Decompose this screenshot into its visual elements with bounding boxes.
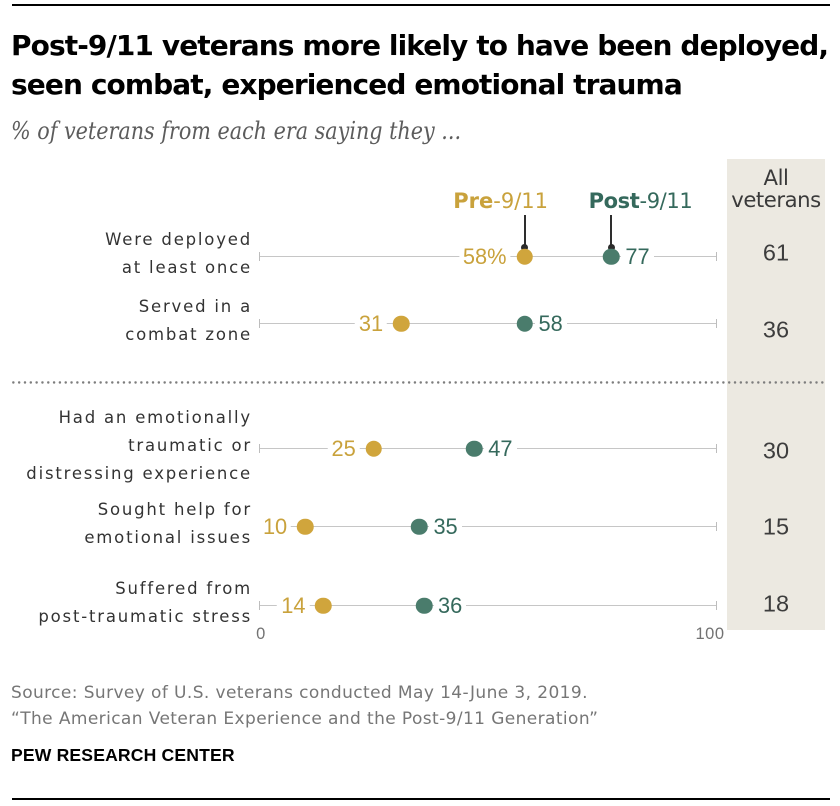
pre-911-value-label: 14: [277, 592, 310, 619]
category-label-line: Sought help for: [97, 499, 252, 519]
source-line2: “The American Veteran Experience and the…: [11, 708, 599, 729]
category-label: Served in a combat zone: [125, 293, 252, 349]
all-veterans-value: 36: [762, 316, 790, 343]
row-axis-tick-start: [259, 319, 260, 328]
row-axis-tick-end: [716, 319, 717, 328]
pre-911-value-label: 10: [258, 513, 292, 540]
legend-leader-pre-dot: [521, 243, 529, 251]
row-axis-tick-start: [259, 252, 260, 261]
chart-subtitle: % of veterans from each era saying they …: [11, 115, 462, 145]
source-line1: Source: Survey of U.S. veterans conducte…: [11, 682, 588, 703]
source-note: Source: Survey of U.S. veterans conducte…: [11, 680, 598, 732]
category-label-line: at least once: [121, 257, 252, 277]
all-veterans-value: 61: [762, 239, 790, 266]
row-axis-tick-end: [716, 252, 717, 261]
post-911-value-label: 35: [429, 513, 462, 540]
category-label-line: distressing experience: [26, 463, 252, 483]
legend-post-911: Post-9/11: [589, 190, 693, 212]
category-label-line: traumatic or: [128, 435, 252, 455]
post-911-dot: [516, 315, 533, 332]
all-veterans-column-bg: [727, 159, 825, 630]
legend-leader-pre: [523, 215, 526, 247]
all-veterans-value: 15: [762, 512, 790, 539]
legend-pre-rest: -9/11: [493, 188, 548, 213]
category-label-line: post-traumatic stress: [38, 606, 252, 626]
all-veterans-column-header: All veterans: [727, 167, 825, 211]
legend-post-rest: -9/11: [639, 188, 693, 213]
chart-title: Post-9/11 veterans more likely to have b…: [11, 26, 840, 104]
row-axis-line: [259, 526, 717, 527]
pre-911-dot: [296, 518, 314, 535]
category-label-line: Had an emotionally: [58, 407, 252, 427]
all-veterans-header-line2: veterans: [731, 186, 821, 212]
category-label: Had an emotionally traumatic or distressin…: [26, 404, 252, 488]
category-label-line: emotional issues: [84, 527, 252, 547]
row-axis-tick-end: [716, 444, 717, 453]
pew-research-center-brand: PEW RESEARCH CENTER: [11, 745, 235, 766]
post-911-value-label: 58: [534, 310, 567, 337]
pre-911-value-label: 31: [354, 310, 388, 337]
row-axis-tick-start: [259, 601, 260, 610]
post-911-value-label: 47: [484, 435, 517, 462]
pre-911-dot: [315, 597, 332, 614]
section-divider-dotted: [12, 381, 826, 384]
category-label-line: Served in a: [138, 296, 252, 316]
category-label: Suffered from post-traumatic stress: [38, 575, 252, 631]
category-label-line: combat zone: [125, 324, 252, 344]
legend-pre-911: Pre-9/11: [453, 190, 548, 212]
pre-911-dot: [365, 440, 382, 457]
x-axis-label-0: 0: [256, 625, 266, 644]
post-911-dot: [415, 597, 433, 614]
chart-title-line2: seen combat, experienced emotional traum…: [11, 67, 683, 101]
row-axis-tick-start: [259, 444, 260, 453]
category-label-line: Were deployed: [105, 229, 252, 249]
top-rule: [12, 4, 830, 6]
post-911-dot: [466, 440, 483, 457]
legend-leader-post: [610, 215, 613, 247]
category-label-line: Suffered from: [115, 578, 252, 598]
legend-post-bold: Post: [588, 188, 640, 213]
legend-pre-bold: Pre: [453, 188, 494, 213]
post-911-dot: [411, 518, 428, 535]
pre-911-value-label: 58%: [458, 243, 511, 270]
all-veterans-value: 18: [762, 590, 790, 617]
row-axis-line: [259, 323, 717, 324]
all-veterans-value: 30: [762, 437, 790, 464]
chart-title-line1: Post-9/11 veterans more likely to have b…: [11, 28, 829, 62]
pre-911-value-label: 25: [327, 435, 360, 462]
row-axis-tick-end: [716, 522, 717, 531]
row-axis-tick-end: [716, 601, 717, 610]
pre-911-dot: [516, 248, 533, 265]
legend-leader-post-dot: [607, 243, 615, 251]
pre-911-dot: [392, 315, 410, 332]
post-911-value-label: 36: [434, 592, 467, 619]
post-911-value-label: 77: [621, 243, 654, 270]
bottom-rule: [12, 798, 830, 800]
x-axis-label-100: 100: [695, 625, 725, 644]
category-label: Were deployed at least once: [105, 226, 252, 282]
category-label: Sought help for emotional issues: [84, 496, 252, 552]
row-axis-line: [259, 605, 717, 606]
post-911-dot: [603, 248, 620, 265]
all-veterans-header-line1: All: [763, 165, 789, 191]
